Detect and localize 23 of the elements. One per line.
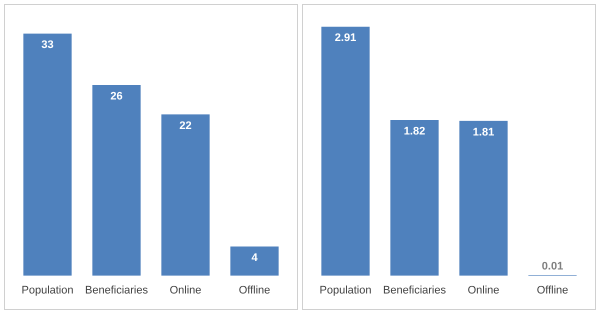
data-label: 2.91 bbox=[334, 32, 356, 44]
x-tick-label: Offline bbox=[238, 284, 270, 296]
data-label: 22 bbox=[179, 120, 192, 132]
data-label: 0.01 bbox=[542, 260, 564, 272]
data-label: 26 bbox=[110, 90, 123, 103]
bar bbox=[390, 120, 439, 276]
x-tick-label: Online bbox=[468, 284, 500, 296]
data-label: 1.81 bbox=[472, 126, 494, 138]
bar bbox=[92, 85, 141, 276]
bar bbox=[161, 114, 210, 276]
bar bbox=[321, 26, 370, 276]
x-tick-label: Beneficiaries bbox=[383, 284, 446, 296]
x-tick-label: Population bbox=[320, 284, 372, 296]
data-label: 33 bbox=[41, 39, 54, 52]
bar bbox=[459, 120, 508, 276]
x-tick-label: Offline bbox=[536, 284, 568, 296]
bar bbox=[23, 34, 72, 276]
data-label: 1.82 bbox=[404, 126, 426, 138]
data-label: 4 bbox=[251, 252, 258, 264]
x-tick-label: Population bbox=[22, 284, 74, 296]
x-tick-label: Online bbox=[170, 284, 202, 296]
x-tick-label: Beneficiaries bbox=[85, 284, 148, 296]
bar bbox=[230, 246, 279, 276]
